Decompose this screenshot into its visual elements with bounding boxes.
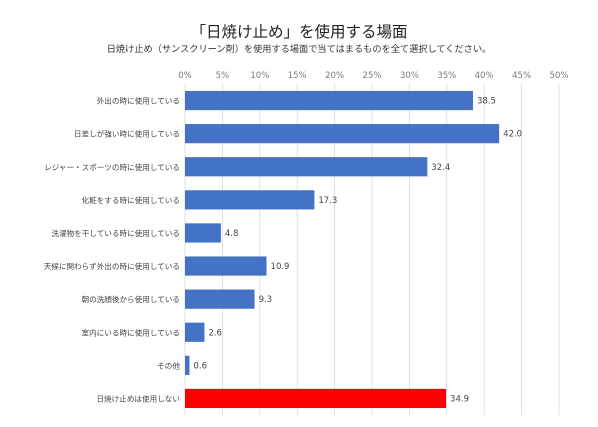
value-label: 9.3 bbox=[259, 295, 273, 305]
value-label: 0.6 bbox=[193, 361, 207, 371]
x-tick-label: 25% bbox=[363, 71, 382, 81]
bar bbox=[185, 289, 255, 309]
x-tick-label: 40% bbox=[475, 71, 494, 81]
category-label: 化粧をする時に使用している bbox=[82, 195, 181, 205]
value-label: 38.5 bbox=[477, 97, 496, 107]
bar bbox=[185, 90, 473, 111]
chart-title: 「日焼け止め」を使用する場面 bbox=[190, 23, 407, 41]
value-label: 10.9 bbox=[271, 262, 290, 272]
bar bbox=[185, 355, 190, 375]
bar bbox=[185, 157, 428, 177]
x-tick-label: 20% bbox=[325, 71, 344, 81]
x-tick-label: 45% bbox=[512, 71, 531, 81]
value-label: 42.0 bbox=[503, 130, 522, 140]
value-labels: 38.5 42.0 32.4 17.3 4.8 10.9 9.3 2.6 0.6 34.9 bbox=[193, 97, 522, 405]
x-tick-label: 35% bbox=[437, 71, 456, 81]
category-label: 洗濯物を干している時に使用している bbox=[51, 228, 180, 238]
chart-subtitle: 日焼け止め（サンスクリーン剤）を使用する場面で当てはまるものを全て選択してくださ… bbox=[107, 43, 492, 55]
category-label: 朝の洗顔後から使用している bbox=[82, 294, 181, 304]
x-tick-label: 15% bbox=[288, 71, 307, 81]
category-label: 日焼け止めは使用しない bbox=[96, 393, 180, 403]
bar bbox=[185, 223, 221, 243]
bar bbox=[185, 388, 447, 409]
category-labels: 外出の時に使用している日差しが強い時に使用しているレジャー・スポーツの時に使用し… bbox=[44, 96, 181, 404]
x-tick-label: 0% bbox=[178, 71, 192, 81]
bar bbox=[185, 322, 205, 342]
category-label: その他 bbox=[157, 360, 180, 370]
bars bbox=[185, 90, 500, 409]
value-label: 4.8 bbox=[225, 229, 239, 239]
x-axis-ticks: 0% 5% 10% 15% 20% 25% 30% 35% 40% 45% 50% bbox=[178, 71, 568, 81]
x-tick-label: 5% bbox=[216, 71, 230, 81]
category-label: 日差しが強い時に使用している bbox=[74, 129, 180, 139]
category-label: 外出の時に使用している bbox=[97, 96, 180, 106]
category-label: 天候に関わらず外出の時に使用している bbox=[44, 261, 180, 271]
value-label: 34.9 bbox=[450, 394, 469, 404]
x-tick-label: 50% bbox=[550, 71, 569, 81]
x-tick-label: 10% bbox=[250, 71, 269, 81]
x-tick-label: 30% bbox=[400, 71, 419, 81]
category-label: レジャー・スポーツの時に使用している bbox=[44, 162, 180, 172]
bar bbox=[185, 256, 267, 276]
value-label: 17.3 bbox=[318, 196, 337, 206]
bar bbox=[185, 190, 315, 210]
value-label: 2.6 bbox=[208, 328, 222, 338]
bar bbox=[185, 124, 500, 144]
category-label: 室内にいる時に使用している bbox=[82, 327, 181, 337]
value-label: 32.4 bbox=[431, 163, 450, 173]
